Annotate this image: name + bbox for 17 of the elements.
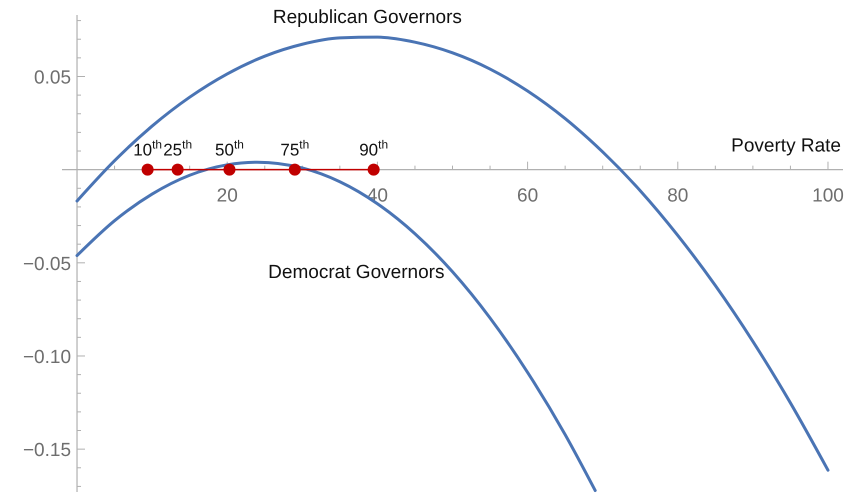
x-axis-title: Poverty Rate — [731, 136, 841, 157]
y-tick-label: −0.15 — [22, 440, 72, 462]
series-label: Democrat Governors — [268, 262, 444, 283]
y-tick-label: 0.05 — [34, 67, 72, 88]
x-tick-label: 60 — [517, 186, 538, 207]
annotation: 90$^{th}$ — [359, 138, 388, 160]
line-series — [76, 160, 597, 492]
y-tick-label: −0.10 — [22, 346, 72, 368]
series-label: Republican Governors — [272, 7, 462, 28]
x-tick-label: 100 — [812, 186, 844, 207]
y-tick-label: −0.05 — [22, 254, 72, 275]
annotation: 10$^{th}$ — [133, 138, 162, 160]
x-tick-label: 20 — [216, 186, 238, 207]
annotation: 25$^{th}$ — [163, 138, 192, 160]
annotation: 75$^{th}$ — [280, 138, 310, 160]
annotation: 50$^{th}$ — [215, 138, 244, 160]
x-tick-label: 80 — [667, 186, 688, 207]
